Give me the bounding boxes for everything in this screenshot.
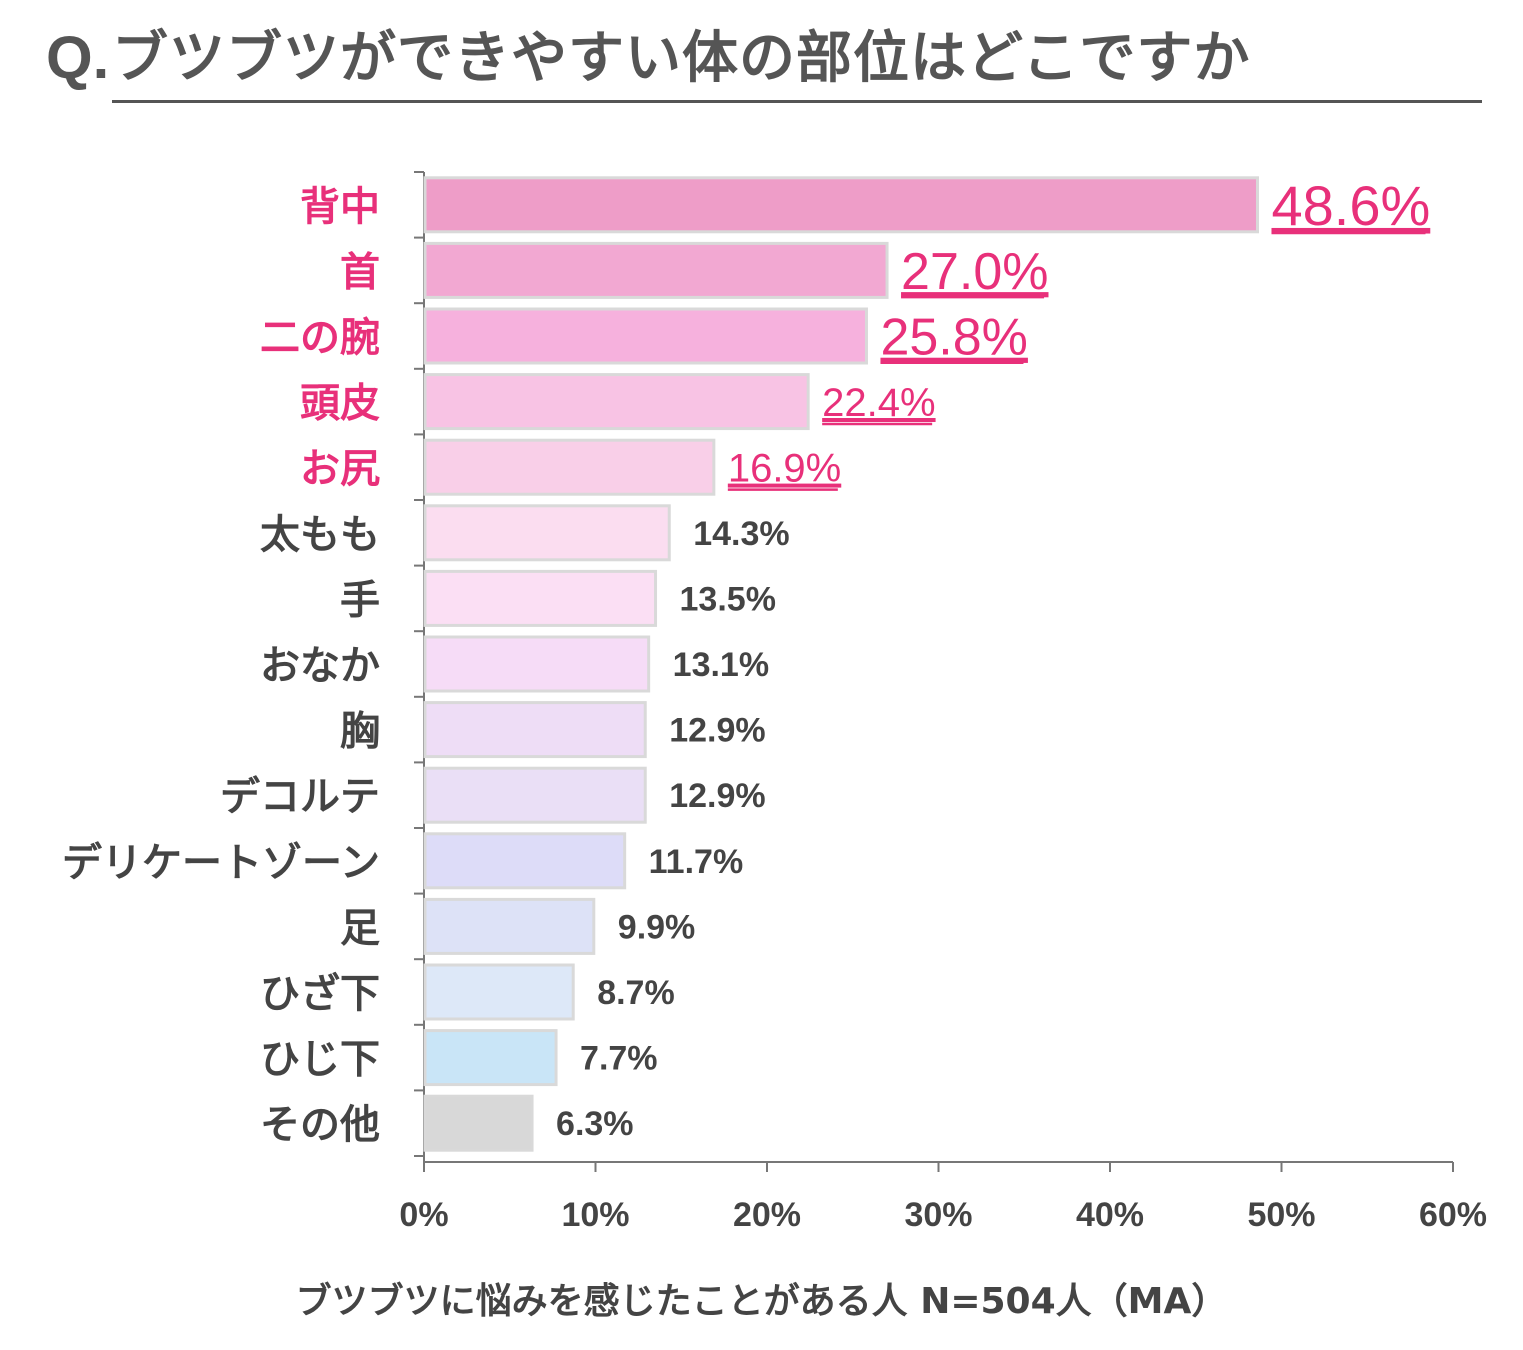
x-tick-label: 20% (733, 1196, 801, 1234)
bar (423, 897, 596, 955)
value-label: 12.9% (669, 712, 765, 750)
x-tick-label: 50% (1247, 1196, 1315, 1234)
bar (423, 701, 647, 759)
value-label: 9.9% (618, 908, 696, 946)
value-label: 27.0% (901, 243, 1048, 301)
category-label: 手 (340, 577, 380, 623)
category-label: 二の腕 (260, 315, 380, 361)
bar (423, 307, 868, 365)
value-label: 16.9% (728, 447, 841, 491)
category-label: その他 (260, 1102, 380, 1148)
category-label: ひじ下 (260, 1037, 380, 1083)
value-label: 11.7% (649, 843, 744, 881)
bar (423, 1029, 558, 1087)
category-label: 首 (340, 249, 380, 295)
value-label: 48.6% (1271, 174, 1430, 237)
value-label: 13.1% (673, 646, 769, 684)
category-label: デリケートゾーン (62, 840, 380, 886)
bar (423, 635, 651, 693)
category-label: ひざ下 (260, 971, 380, 1017)
category-label: 足 (340, 905, 380, 951)
bar (423, 569, 658, 627)
bar (423, 504, 671, 562)
bar (423, 241, 889, 299)
value-label: 25.8% (880, 309, 1027, 367)
chart-title: ブツブツができやすい体の部位はどこですか (112, 26, 1251, 91)
value-label: 14.3% (693, 515, 789, 553)
x-tick-label: 60% (1419, 1196, 1487, 1234)
x-tick-label: 0% (399, 1196, 448, 1234)
value-label: 13.5% (680, 580, 776, 618)
category-label: デコルテ (220, 774, 380, 820)
category-label: お尻 (300, 446, 380, 492)
x-tick-label: 40% (1076, 1196, 1144, 1234)
category-label: 胸 (340, 709, 380, 755)
chart-caption: ブツブツに悩みを感じたことがある人 N=504人（MA） (295, 1281, 1228, 1322)
value-label: 12.9% (669, 777, 765, 815)
category-label: おなか (260, 643, 380, 689)
category-label: 太もも (260, 512, 380, 558)
bar (423, 373, 810, 431)
value-label: 22.4% (822, 381, 935, 425)
bar (423, 832, 627, 890)
bar (423, 438, 716, 496)
bar (423, 766, 647, 824)
title-underline (112, 100, 1482, 103)
bar (423, 176, 1259, 234)
category-label: 頭皮 (300, 381, 380, 427)
x-tick-label: 30% (904, 1196, 972, 1234)
value-label: 7.7% (580, 1040, 658, 1078)
x-tick-label: 10% (561, 1196, 629, 1234)
question-prefix: Q. (46, 24, 110, 91)
value-label: 8.7% (597, 974, 675, 1012)
bar (423, 963, 575, 1021)
bar (423, 1094, 534, 1152)
category-label: 背中 (300, 184, 380, 230)
value-label: 6.3% (556, 1105, 634, 1143)
